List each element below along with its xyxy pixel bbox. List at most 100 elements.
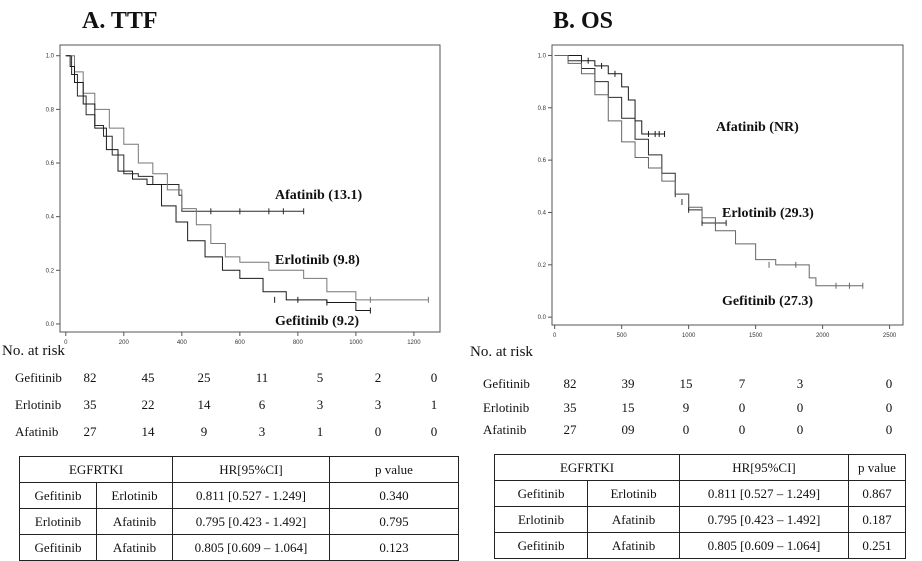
risk-value: 35	[83, 397, 97, 412]
plot-frame	[59, 44, 441, 333]
risk-value: 0	[796, 400, 804, 415]
y-tick-label: 0.8	[46, 107, 55, 113]
risk-row-name: Afatinib	[15, 424, 59, 439]
hr-cell: 0.811 [0.527 – 1.249]	[679, 480, 849, 507]
hr-header-p: p value	[848, 454, 906, 481]
hr-header-egfrtki: EGFRTKI	[494, 454, 680, 481]
risk-value: 0	[374, 424, 382, 439]
risk-value: 1	[430, 397, 438, 412]
hr-cell: Afatinib	[587, 506, 680, 533]
hr-cell: Gefitinib	[493, 532, 589, 559]
risk-value: 45	[141, 370, 155, 385]
series-line	[65, 55, 304, 212]
risk-row-name: Afatinib	[483, 422, 527, 437]
y-tick-label: 0.0	[46, 322, 55, 328]
risk-value: 11	[255, 370, 269, 385]
y-tick-label: 0.2	[538, 263, 547, 269]
hr-header-egfrtki: EGFRTKI	[19, 456, 173, 483]
x-tick-label: 800	[293, 340, 304, 346]
y-tick-label: 1.0	[46, 54, 55, 60]
series-line	[554, 54, 863, 287]
hr-header-row: EGFRTKI HR[95%CI] p value	[494, 454, 906, 481]
risk-row: Gefitinib 82 39 15 7 3 0	[0, 376, 892, 392]
series-line	[554, 54, 727, 224]
hr-header-hr: HR[95%CI]	[172, 456, 330, 483]
risk-value: 25	[197, 370, 211, 385]
series-label: Afatinib (NR)	[716, 120, 799, 135]
series-label: Afatinib (13.1)	[275, 188, 362, 203]
risk-value: 0	[885, 422, 893, 437]
y-tick-label: 0.0	[538, 315, 547, 321]
risk-value: 39	[621, 376, 635, 391]
hr-cell: 0.867	[848, 480, 906, 507]
y-tick-label: 1.0	[538, 53, 547, 59]
x-tick-label: 0	[553, 333, 557, 339]
risk-label-b: No. at risk	[470, 344, 533, 360]
risk-value: 1	[316, 424, 324, 439]
hr-cell: Erlotinib	[19, 508, 97, 535]
x-tick-label: 1500	[749, 333, 763, 339]
panel-a-title: A. TTF	[82, 8, 158, 34]
risk-value: 0	[796, 422, 804, 437]
x-tick-label: 200	[119, 340, 130, 346]
risk-value: 0	[682, 422, 690, 437]
risk-value: 6	[258, 397, 266, 412]
risk-value: 14	[197, 397, 211, 412]
risk-value: 35	[563, 400, 577, 415]
risk-row-name: Gefitinib	[483, 376, 530, 391]
risk-value: 3	[796, 376, 804, 391]
risk-value: 0	[738, 400, 746, 415]
hr-cell: Gefitinib	[19, 482, 97, 509]
table-row: Gefitinib Afatinib 0.805 [0.609 – 1.064]…	[493, 532, 906, 559]
risk-value: 7	[738, 376, 746, 391]
risk-value: 82	[83, 370, 97, 385]
table-row: Gefitinib Afatinib 0.805 [0.609 – 1.064]…	[19, 534, 459, 561]
hr-cell: Afatinib	[95, 508, 174, 535]
risk-value: 27	[563, 422, 577, 437]
series-label: Gefitinib (9.2)	[275, 314, 359, 329]
hr-cell: Erlotinib	[587, 480, 680, 507]
risk-row: Erlotinib 35 22 14 6 3 3 1	[0, 397, 437, 413]
hr-cell: 0.795 [0.423 – 1.492]	[679, 506, 849, 533]
series-line	[65, 55, 371, 312]
hr-header-p: p value	[329, 456, 459, 483]
table-row: Erlotinib Afatinib 0.795 [0.423 - 1.492]…	[19, 508, 459, 535]
risk-value: 22	[141, 397, 155, 412]
hr-cell: 0.805 [0.609 – 1.064]	[679, 532, 849, 559]
risk-value: 0	[430, 424, 438, 439]
risk-row: Afatinib 27 14 9 3 1 0 0	[0, 424, 437, 440]
risk-value: 14	[141, 424, 155, 439]
risk-row-name: Erlotinib	[15, 397, 62, 412]
risk-row: Afatinib 27 0 9 0 0 0 0	[0, 422, 892, 438]
risk-label-a: No. at risk	[2, 343, 65, 359]
x-tick-label: 2000	[816, 333, 830, 339]
series-label: Erlotinib (9.8)	[275, 253, 360, 268]
table-row: Gefitinib Erlotinib 0.811 [0.527 – 1.249…	[493, 480, 906, 507]
risk-value: 27	[83, 424, 97, 439]
hr-header-row: EGFRTKI HR[95%CI] p value	[19, 456, 459, 483]
hr-cell: Gefitinib	[493, 480, 589, 507]
risk-value: 2	[374, 370, 382, 385]
series-label: Gefitinib (27.3)	[722, 294, 813, 309]
risk-value: 0	[738, 422, 746, 437]
x-tick-label: 0	[64, 340, 68, 346]
x-tick-label: 1200	[407, 340, 421, 346]
hr-cell: Gefitinib	[19, 534, 97, 561]
risk-row: Gefitinib 82 45 25 11 5 2 0	[0, 370, 437, 386]
risk-row-name: Gefitinib	[15, 370, 62, 385]
plot-frame	[551, 44, 904, 326]
table-row: Gefitinib Erlotinib 0.811 [0.527 - 1.249…	[19, 482, 459, 509]
panel-b-title: B. OS	[553, 8, 614, 34]
y-tick-label: 0.4	[46, 215, 55, 221]
risk-value: 3	[316, 397, 324, 412]
risk-value: 15	[679, 376, 693, 391]
risk-value: 9	[200, 424, 208, 439]
risk-value: 3	[258, 424, 266, 439]
risk-row: Erlotinib 35 15 9 0 0 0	[0, 400, 892, 416]
hr-cell: 0.795	[329, 508, 459, 535]
hr-cell: 0.123	[329, 534, 459, 561]
hr-header-hr: HR[95%CI]	[679, 454, 849, 481]
hr-cell: Afatinib	[587, 532, 680, 559]
